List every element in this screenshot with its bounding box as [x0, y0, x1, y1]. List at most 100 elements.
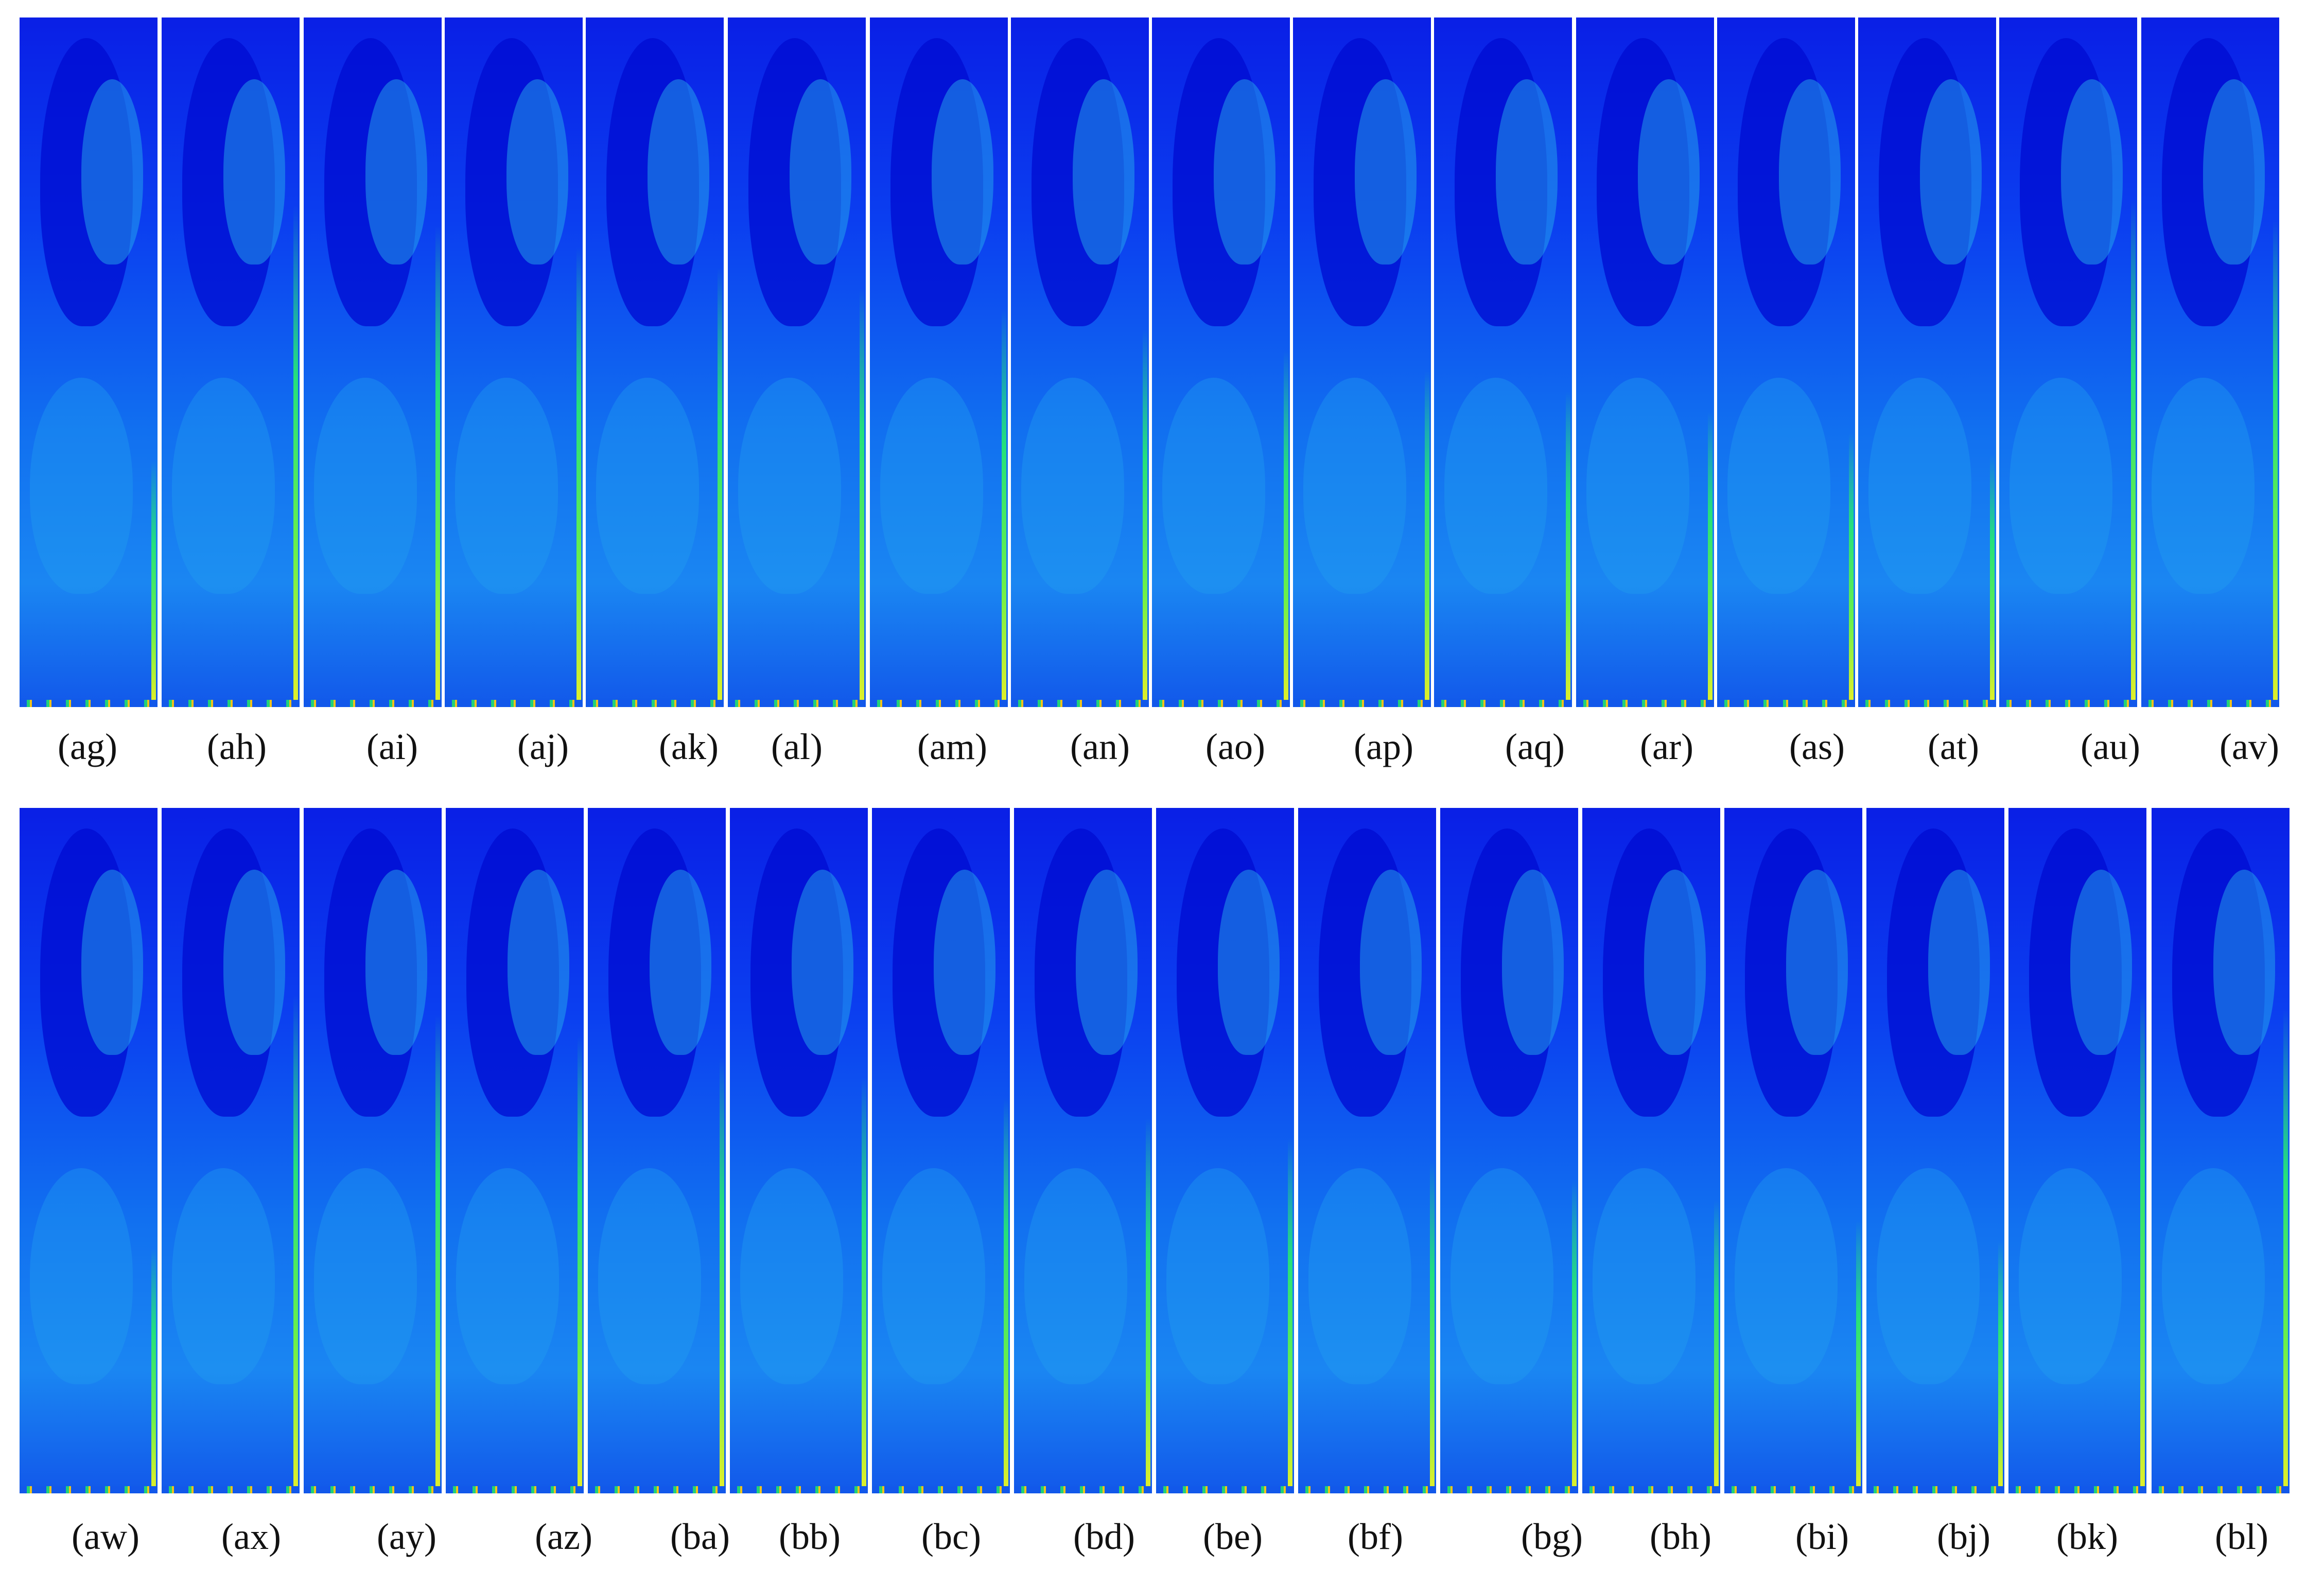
panel-label: (ao) [1205, 726, 1265, 767]
wall-plume [2273, 219, 2278, 702]
panel-label: (ax) [221, 1516, 281, 1557]
plume-blob [1032, 38, 1124, 326]
wall-plume [1430, 1159, 1435, 1488]
plume-blob [740, 1168, 843, 1384]
plume-blob [1303, 378, 1406, 594]
panel-label: (bi) [1795, 1516, 1849, 1557]
wall-plume [1856, 1221, 1861, 1488]
panel-label: (bg) [1521, 1516, 1583, 1557]
heated-base [20, 1486, 158, 1493]
plume-blob [1868, 378, 1971, 594]
plume-blob [1887, 828, 1980, 1117]
simulation-panel [445, 17, 583, 707]
plume-blob [748, 38, 841, 326]
heated-base [1999, 700, 2137, 707]
heated-base [586, 700, 724, 707]
panel-label: (bf) [1348, 1516, 1403, 1557]
plume-blob [2061, 79, 2123, 265]
simulation-panel [1717, 17, 1855, 707]
panel-label: (aq) [1505, 726, 1565, 767]
heated-base [730, 1486, 868, 1493]
panel-label: (ag) [58, 726, 117, 767]
panel-label: (ar) [1640, 726, 1693, 767]
plume-blob [2019, 1168, 2122, 1384]
plume-blob [1638, 79, 1700, 265]
panel-label: (bb) [779, 1516, 841, 1557]
plume-blob [1502, 870, 1564, 1055]
panel-label: (bd) [1073, 1516, 1135, 1557]
plume-blob [2020, 38, 2112, 326]
plume-blob [1444, 378, 1547, 594]
panel-label: (av) [2220, 726, 2279, 767]
panel-label: (aj) [517, 726, 569, 767]
plume-blob [648, 79, 709, 265]
wall-plume [860, 288, 864, 702]
panel-label: (am) [917, 726, 987, 767]
wall-plume [1284, 350, 1288, 702]
heated-base [1440, 1486, 1578, 1493]
plume-blob [2162, 38, 2255, 326]
simulation-panel [1434, 17, 1572, 707]
plume-blob [172, 1168, 275, 1384]
wall-plume [1002, 309, 1006, 702]
plume-blob [1162, 378, 1265, 594]
heated-base [162, 700, 300, 707]
panel-label: (ak) [659, 726, 719, 767]
plume-blob [324, 38, 417, 326]
plume-blob [1779, 79, 1841, 265]
heated-base [1724, 1486, 1862, 1493]
simulation-panel [1724, 808, 1862, 1493]
plume-blob [1166, 1168, 1269, 1384]
panel-label: (ai) [366, 726, 418, 767]
heated-base [1011, 700, 1149, 707]
heated-base [1014, 1486, 1152, 1493]
heated-base [1434, 700, 1572, 707]
panel-label: (bh) [1650, 1516, 1711, 1557]
plume-blob [1177, 828, 1269, 1117]
plume-blob [182, 828, 275, 1117]
panel-label: (bk) [2056, 1516, 2118, 1557]
wall-plume [1288, 1138, 1292, 1488]
wall-plume [720, 1056, 724, 1488]
simulation-panel [2008, 808, 2146, 1493]
panel-label: (bc) [921, 1516, 981, 1557]
heated-base [2141, 700, 2279, 707]
plume-blob [1314, 38, 1406, 326]
panel-label: (bl) [2215, 1516, 2268, 1557]
panel-label: (be) [1203, 1516, 1263, 1557]
plume-blob [30, 1168, 133, 1384]
simulation-panel [1014, 808, 1152, 1493]
plume-blob [1308, 1168, 1411, 1384]
wall-plume [2131, 198, 2136, 702]
plume-blob [1451, 1168, 1553, 1384]
simulation-panel [586, 17, 724, 707]
simulation-panel [1152, 17, 1290, 707]
plume-blob [1603, 828, 1696, 1117]
plume-blob [1738, 38, 1830, 326]
wall-plume [293, 205, 298, 702]
plume-blob [1877, 1168, 1980, 1384]
simulation-panel [588, 808, 726, 1493]
heated-base [446, 1486, 584, 1493]
plume-blob [2213, 870, 2275, 1055]
plume-blob [1879, 38, 1971, 326]
plume-blob [650, 870, 711, 1055]
plume-blob [1214, 79, 1275, 265]
wall-plume [2283, 1008, 2288, 1488]
wall-plume [435, 1015, 440, 1488]
plume-blob [40, 828, 133, 1117]
plume-blob [890, 38, 983, 326]
plume-blob [1745, 828, 1838, 1117]
heated-base [870, 700, 1008, 707]
heated-base [588, 1486, 726, 1493]
plume-blob [1597, 38, 1689, 326]
heated-base [445, 700, 583, 707]
plume-blob [324, 828, 417, 1117]
plume-blob [508, 870, 569, 1055]
plume-blob [2070, 870, 2132, 1055]
plume-blob [314, 1168, 417, 1384]
panel-label: (as) [1789, 726, 1845, 767]
plume-blob [1173, 38, 1265, 326]
plume-blob [455, 378, 558, 594]
wall-plume [576, 246, 581, 702]
